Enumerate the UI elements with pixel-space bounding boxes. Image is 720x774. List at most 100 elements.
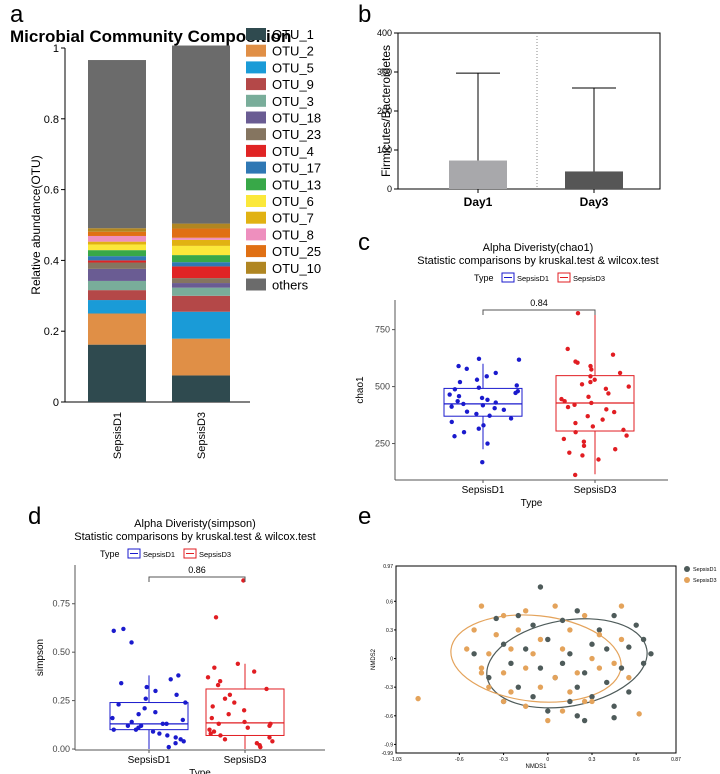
data-point (588, 379, 593, 385)
data-point-sepsisd3 (500, 670, 507, 676)
data-point (581, 439, 587, 444)
data-point (178, 737, 183, 742)
y-tick-label: 0.3 (386, 628, 393, 634)
x-axis-label: Type (521, 498, 543, 509)
data-point (218, 733, 223, 738)
data-point (207, 727, 212, 732)
data-point (136, 711, 141, 717)
data-point-sepsisd3 (611, 660, 617, 667)
data-point (264, 686, 269, 692)
x-tick-label: SepsisD3 (196, 412, 208, 459)
x-tick-label: Day3 (580, 195, 609, 209)
x-tick-label: 0 (546, 757, 549, 763)
legend-label: OTU_18 (272, 111, 321, 126)
panel-label-e: e (358, 503, 371, 530)
data-point-sepsisd3 (559, 708, 566, 714)
data-point (226, 711, 231, 717)
data-point (589, 400, 594, 406)
data-point (222, 737, 228, 742)
data-point (452, 387, 458, 392)
data-point (142, 706, 147, 711)
legend-label: OTU_23 (272, 127, 321, 142)
data-point (173, 735, 178, 740)
legend-label: OTU_10 (272, 261, 321, 276)
legend-swatch (246, 111, 266, 124)
legend-swatch (246, 78, 266, 91)
data-point-sepsisd3 (618, 603, 625, 609)
panel-e-scatter-plot: NMDS2 NMDS1 -0.6 -0.3 0 0.3 0.6 -1.03 0.87 -0.9 -0… (371, 564, 717, 770)
data-point (452, 434, 457, 439)
data-point (138, 723, 144, 728)
data-point-sepsisd3 (545, 717, 551, 724)
box-sepsisd1 (443, 387, 523, 417)
legend-key (183, 548, 197, 559)
data-point-sepsisd3 (552, 603, 558, 609)
data-point (588, 374, 593, 379)
data-point (474, 377, 480, 382)
data-point (217, 679, 223, 684)
y-tick-label: 0.00 (52, 744, 70, 754)
x-tick-label: 0.3 (589, 757, 596, 763)
legend-key (501, 272, 515, 283)
data-point-sepsisd1 (537, 665, 544, 671)
data-point (164, 721, 169, 727)
chart-title: Alpha Diveristy(simpson) (134, 518, 256, 530)
data-point (485, 397, 490, 402)
y-tick-label: 0.75 (52, 599, 70, 609)
legend-key (127, 548, 141, 559)
data-point (600, 417, 605, 422)
data-point-sepsisd3 (589, 655, 595, 662)
bar-segment-otu-18-sepsisd1 (88, 268, 146, 281)
data-point (222, 696, 228, 701)
data-point-sepsisd1 (626, 689, 632, 695)
data-point (205, 675, 211, 680)
data-point (580, 453, 585, 458)
data-point-sepsisd3 (581, 612, 588, 619)
data-point-sepsisd1 (559, 617, 566, 624)
data-point (484, 374, 489, 379)
data-point (561, 436, 567, 442)
bar-segment-otu-3-sepsisd3 (172, 287, 230, 296)
box-sepsisd1 (109, 702, 189, 731)
data-point (596, 457, 601, 462)
legend-label: OTU_25 (272, 244, 321, 259)
legend-label: OTU_2 (272, 44, 314, 59)
x-tick-label: 0.6 (633, 757, 640, 763)
data-point (461, 401, 466, 407)
data-point (585, 414, 590, 419)
bar-segment-otu-23-sepsisd1 (88, 262, 146, 269)
data-point (111, 628, 116, 634)
data-point-sepsisd1 (604, 679, 610, 686)
panel-label-a: a (10, 1, 24, 28)
data-point-sepsisd3 (508, 689, 514, 695)
panel-c-box-plot: Alpha Diveristy(chao1)Statistic comparis… (355, 242, 668, 509)
data-point-sepsisd3 (559, 646, 566, 652)
data-point (110, 715, 115, 721)
bar-segment-otu-13-sepsisd3 (172, 255, 230, 263)
data-point (476, 426, 481, 431)
data-point-sepsisd1 (537, 584, 544, 590)
data-point (150, 729, 156, 734)
data-point (242, 719, 247, 725)
y-tick-label: -0.6 (384, 714, 393, 720)
data-point (621, 427, 626, 433)
data-point (165, 733, 170, 738)
data-point-sepsisd3 (522, 665, 529, 671)
legend-swatch (246, 261, 266, 274)
data-point-sepsisd1 (515, 684, 522, 690)
data-point-sepsisd1 (574, 684, 580, 690)
data-point-sepsisd1 (493, 615, 499, 622)
data-point-sepsisd1 (567, 651, 573, 657)
y-tick-label: 0.8 (44, 114, 59, 126)
data-point-sepsisd1 (515, 612, 522, 619)
y-tick-label: 0.6 (44, 185, 59, 197)
bar-segment-otu-4-sepsisd3 (172, 266, 230, 279)
bar-segment-otu-18-sepsisd3 (172, 283, 230, 288)
data-point (211, 729, 217, 734)
bar-day3 (565, 171, 623, 189)
bar-segment-otu-3-sepsisd1 (88, 280, 146, 291)
data-point (267, 735, 272, 740)
y-axis-label: simpson (35, 639, 46, 676)
legend-label: OTU_8 (272, 227, 314, 242)
data-point-sepsisd1 (567, 698, 573, 705)
